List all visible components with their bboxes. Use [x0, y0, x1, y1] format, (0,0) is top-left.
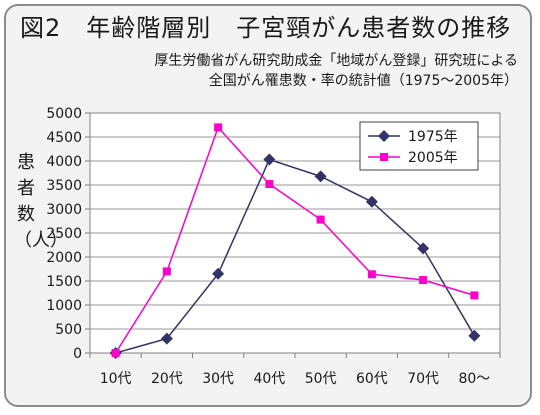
series-1	[109, 153, 481, 359]
legend-marker	[378, 130, 390, 142]
y-tick-label: 500	[55, 322, 82, 338]
legend-marker	[380, 153, 388, 161]
y-tick-label: 0	[73, 346, 82, 362]
y-tick-label: 2000	[46, 250, 82, 266]
y-tick-label: 3000	[46, 202, 82, 218]
legend: 1975年 2005年	[359, 121, 479, 171]
data-point	[367, 270, 376, 279]
y-tick-label: 4000	[46, 154, 82, 170]
data-point	[263, 153, 276, 166]
y-tick-label: 5000	[46, 106, 82, 122]
data-point	[468, 329, 481, 342]
data-point	[470, 291, 479, 300]
data-point	[212, 267, 225, 280]
y-axis-ticks: 0 500 1000 1500 2000 2500 3000 3500 4000 4500 5000	[46, 106, 90, 362]
data-point	[419, 276, 428, 285]
legend-box	[359, 121, 479, 171]
y-tick-label: 1500	[46, 274, 82, 290]
data-point	[316, 215, 325, 224]
x-axis-ticks: 10代 20代 30代 40代 50代 60代 70代 80～	[89, 353, 501, 387]
data-point	[162, 267, 171, 276]
legend-item: 1975年	[368, 129, 458, 145]
x-tick-label: 30代	[202, 371, 234, 387]
y-tick-label: 1000	[46, 298, 82, 314]
legend-item: 2005年	[368, 150, 458, 166]
series-line	[115, 158, 476, 354]
y-tick-label: 3500	[46, 178, 82, 194]
data-point	[314, 170, 327, 183]
y-tick-label: 4500	[46, 130, 82, 146]
x-tick-label: 80～	[458, 371, 490, 387]
x-tick-label: 60代	[356, 371, 388, 387]
data-point	[111, 349, 120, 357]
x-tick-label: 10代	[100, 371, 132, 387]
legend-label: 1975年	[408, 129, 458, 145]
data-point	[265, 180, 274, 189]
series-line	[114, 125, 475, 354]
chart-subtitle-line-2: 全国がん罹患数・率の統計値（1975～2005年）	[208, 73, 518, 89]
data-point	[365, 195, 378, 208]
series-2	[111, 123, 479, 357]
data-point	[214, 123, 223, 132]
x-tick-label: 20代	[151, 371, 183, 387]
y-tick-label: 2500	[46, 226, 82, 242]
series-group	[109, 123, 481, 359]
x-tick-label: 70代	[407, 371, 439, 387]
legend-label: 2005年	[408, 150, 458, 166]
data-point	[160, 332, 173, 345]
data-point	[417, 242, 430, 255]
chart-subtitle-line-1: 厚生労働省がん研究助成金「地域がん登録」研究班による	[154, 53, 518, 69]
x-tick-label: 40代	[253, 371, 285, 387]
x-tick-label: 50代	[305, 371, 337, 387]
chart-title: 図2 年齢階層別 子宮頸がん患者数の推移	[20, 14, 512, 42]
